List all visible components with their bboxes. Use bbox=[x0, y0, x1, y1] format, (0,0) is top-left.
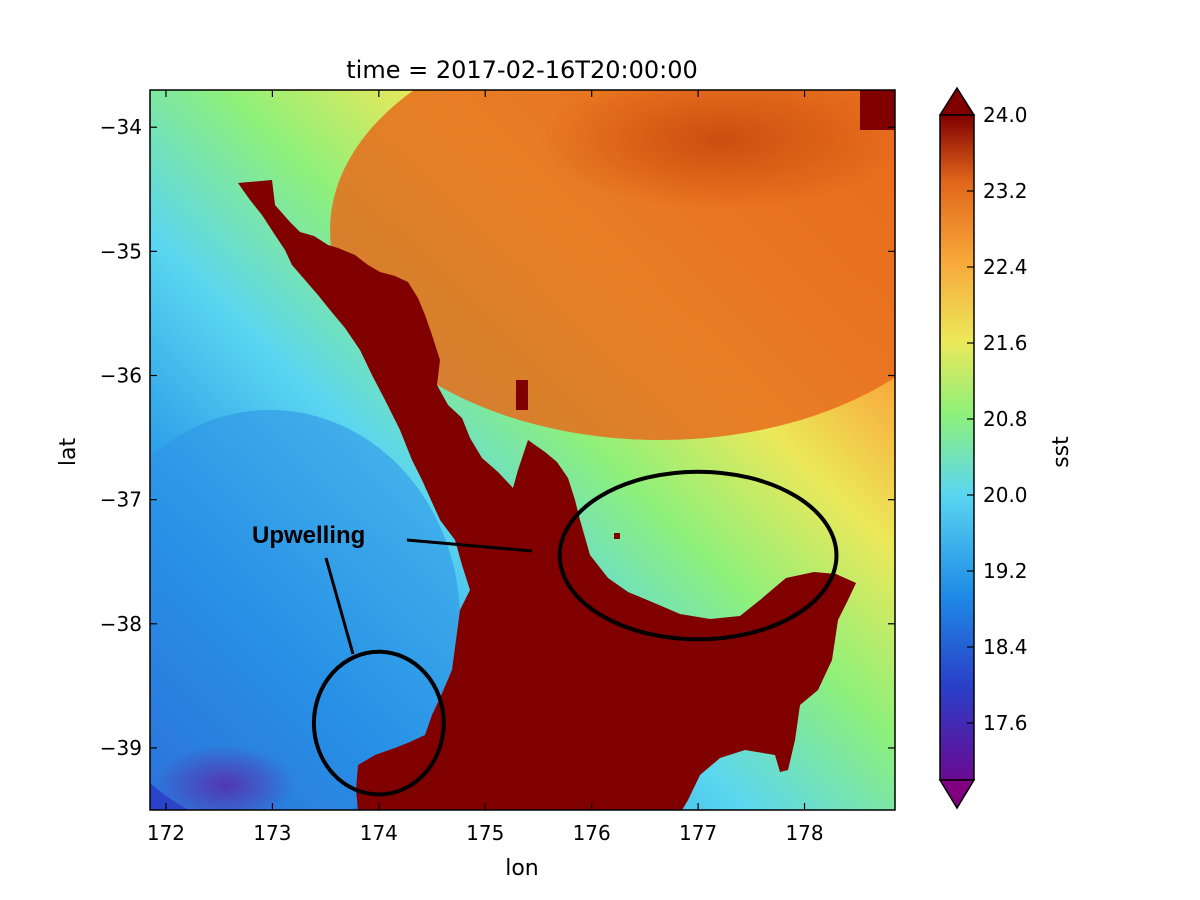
cold-water-core bbox=[155, 745, 295, 810]
x-axis-label: lon bbox=[505, 856, 539, 881]
warm-water-core bbox=[540, 90, 895, 210]
y-tick-label: −35 bbox=[100, 239, 142, 263]
colorbar-tick-label: 20.8 bbox=[983, 407, 1028, 431]
x-axis-ticks: 172 173 174 175 176 177 178 bbox=[147, 90, 824, 845]
upwelling-ellipse-2 bbox=[311, 649, 446, 797]
colorbar-tick-label: 17.6 bbox=[983, 711, 1028, 735]
colorbar-tick-label: 19.2 bbox=[983, 559, 1028, 583]
upwelling-ellipse-1 bbox=[557, 469, 839, 642]
land-island bbox=[614, 533, 620, 539]
cool-water-region bbox=[150, 410, 460, 810]
x-tick-label: 173 bbox=[253, 821, 291, 845]
x-tick-label: 178 bbox=[785, 821, 823, 845]
y-tick-label: −37 bbox=[100, 488, 142, 512]
x-tick-label: 174 bbox=[360, 821, 398, 845]
y-tick-label: −39 bbox=[100, 736, 142, 760]
land-mass bbox=[238, 180, 856, 810]
colorbar-ticks: 24.0 23.2 22.4 21.6 20.8 20.0 19.2 18.4 17.6 bbox=[967, 103, 1028, 735]
upwelling-pointer-east bbox=[406, 538, 533, 553]
colorbar-label: sst bbox=[1049, 436, 1074, 468]
colorbar-tick-label: 22.4 bbox=[983, 255, 1028, 279]
y-axis-ticks: −34 −35 −36 −37 −38 −39 bbox=[100, 115, 895, 760]
colorbar-tick-label: 24.0 bbox=[983, 103, 1028, 127]
y-tick-label: −36 bbox=[100, 364, 142, 388]
upwelling-pointer-south bbox=[324, 557, 355, 655]
colorbar-tick-label: 21.6 bbox=[983, 331, 1028, 355]
colorbar: 24.0 23.2 22.4 21.6 20.8 20.0 19.2 18.4 17.6 sst bbox=[938, 86, 1074, 810]
land-peninsula bbox=[516, 380, 528, 410]
colorbar-tick-label: 18.4 bbox=[983, 635, 1028, 659]
land-northeast bbox=[860, 90, 895, 130]
upwelling-label: Upwelling bbox=[252, 522, 365, 549]
y-tick-label: −38 bbox=[100, 612, 142, 636]
colorbar-body bbox=[939, 114, 975, 781]
y-tick-label: −34 bbox=[100, 115, 142, 139]
upwelling-annotation: Upwelling bbox=[252, 469, 839, 797]
x-tick-label: 172 bbox=[147, 821, 185, 845]
plot-title: time = 2017-02-16T20:00:00 bbox=[346, 56, 698, 84]
x-tick-label: 177 bbox=[679, 821, 717, 845]
colorbar-extend-bottom bbox=[938, 779, 976, 810]
x-tick-label: 175 bbox=[466, 821, 504, 845]
colorbar-extend-top bbox=[938, 86, 976, 116]
x-tick-label: 176 bbox=[573, 821, 611, 845]
y-axis-label: lat bbox=[56, 438, 81, 467]
plot-frame bbox=[149, 89, 896, 811]
colorbar-tick-label: 20.0 bbox=[983, 483, 1028, 507]
colorbar-tick-label: 23.2 bbox=[983, 179, 1028, 203]
sst-field bbox=[150, 90, 895, 810]
